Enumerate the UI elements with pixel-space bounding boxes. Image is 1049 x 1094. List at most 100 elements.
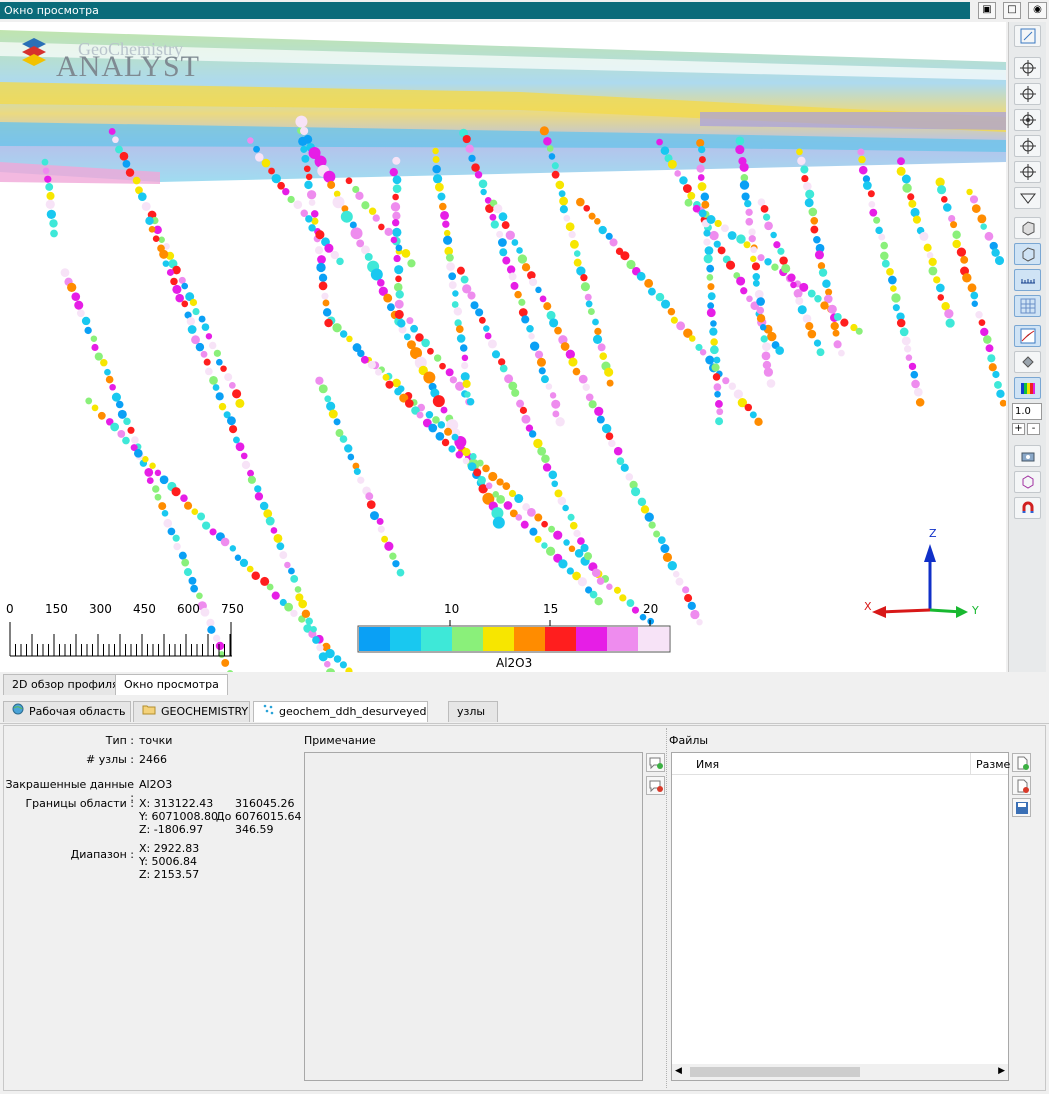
color-legend-button[interactable] (1014, 377, 1041, 399)
view-top-button[interactable] (1014, 57, 1041, 79)
sample-point (396, 568, 405, 577)
scale-bar-button[interactable] (1014, 269, 1041, 291)
axis-z-label: Z (929, 527, 937, 540)
grid-button[interactable] (1014, 295, 1041, 317)
notes-textarea[interactable] (304, 752, 643, 1081)
sample-point (661, 299, 671, 309)
sample-point (545, 383, 553, 390)
view-west-button[interactable] (1014, 161, 1041, 183)
sample-point (229, 425, 238, 434)
restore-button[interactable]: ▣ (978, 2, 996, 19)
sample-point (271, 591, 280, 600)
files-col-size[interactable]: Разме (976, 758, 1011, 771)
add-note-button[interactable] (646, 753, 665, 772)
sample-point (987, 354, 996, 363)
tab-2d-profile[interactable]: 2D обзор профиля (3, 674, 128, 695)
sample-point (389, 167, 398, 177)
files-list[interactable]: Имя Разме ◀ ▶ (671, 752, 1011, 1081)
hide-button[interactable]: ◉ (1028, 2, 1047, 19)
tab-dataset-label: geochem_ddh_desurveyed (279, 705, 427, 718)
sample-point (404, 399, 414, 408)
scroll-left-icon[interactable]: ◀ (675, 1066, 682, 1076)
perspective-button[interactable] (1014, 217, 1041, 239)
files-hscrollbar[interactable]: ◀ ▶ (672, 1064, 1008, 1080)
sample-point (310, 626, 317, 633)
crosshair-icon (1019, 86, 1036, 102)
sample-point (49, 219, 58, 228)
sample-point (703, 229, 711, 237)
sample-point (178, 276, 186, 284)
sample-point (392, 193, 399, 201)
zoom-level-input[interactable]: 1.0 (1012, 403, 1042, 420)
sample-point (440, 210, 449, 220)
view-north-button[interactable] (1014, 83, 1041, 105)
sample-point (221, 658, 230, 667)
sample-point (153, 225, 162, 235)
sample-point (670, 316, 678, 324)
sample-point (589, 590, 598, 599)
save-file-button[interactable] (1012, 798, 1031, 817)
sample-point (162, 260, 170, 267)
sample-point (541, 542, 548, 549)
sample-point (713, 356, 721, 364)
view-bottom-button[interactable] (1014, 187, 1041, 209)
files-col-name[interactable]: Имя (696, 758, 720, 771)
sample-point (154, 493, 162, 501)
remove-note-button[interactable] (646, 776, 665, 795)
sample-point (462, 379, 471, 388)
sample-point (152, 485, 160, 493)
sample-point (392, 175, 402, 185)
scroll-right-icon[interactable]: ▶ (998, 1066, 1005, 1076)
zoom-in-button[interactable]: + (1012, 423, 1025, 435)
scroll-thumb[interactable] (690, 1067, 860, 1077)
view-south-button[interactable] (1014, 135, 1041, 157)
sample-point (395, 244, 403, 252)
tab-geochemistry[interactable]: GEOCHEMISTRY (133, 701, 250, 722)
tab-nodes[interactable]: узлы (448, 701, 498, 722)
sample-point (808, 207, 818, 217)
tab-workspace[interactable]: Рабочая область (3, 701, 131, 722)
scene-canvas[interactable]: GeoChemistry ANALYST 0 150 300 450 600 7… (0, 22, 1006, 672)
sample-point (428, 423, 438, 433)
view-east-button[interactable] (1014, 109, 1041, 131)
zoom-extents-button[interactable] (1014, 25, 1041, 47)
sample-point (453, 307, 463, 316)
sample-point (322, 299, 330, 307)
maximize-button[interactable]: □ (1003, 2, 1021, 19)
sample-point (187, 325, 197, 334)
sample-point (527, 508, 536, 517)
shape-button[interactable] (1014, 471, 1041, 493)
screenshot-button[interactable] (1014, 445, 1041, 467)
sample-point (172, 284, 182, 294)
sample-point (496, 495, 506, 504)
snap-button[interactable] (1014, 497, 1041, 519)
crosshair-icon (1019, 138, 1036, 154)
sample-point (322, 308, 332, 317)
sample-point (591, 568, 601, 578)
sample-point (200, 607, 210, 617)
sample-point (551, 480, 559, 488)
3d-viewport[interactable]: GeoChemistry ANALYST 0 150 300 450 600 7… (0, 22, 1006, 672)
sample-point (462, 134, 471, 144)
sample-point (580, 282, 590, 292)
sample-point (578, 374, 588, 384)
add-file-button[interactable] (1012, 753, 1031, 772)
sample-point (181, 558, 190, 567)
remove-file-button[interactable] (1012, 776, 1031, 795)
sample-point (365, 492, 374, 501)
sample-point (223, 411, 231, 419)
bounding-box-button[interactable] (1014, 243, 1041, 265)
sample-point (905, 354, 913, 361)
sample-point (543, 302, 552, 311)
chart-button[interactable] (1014, 325, 1041, 347)
sample-point (745, 217, 754, 226)
tab-dataset[interactable]: geochem_ddh_desurveyed (253, 701, 428, 722)
sample-point (583, 204, 591, 212)
tab-3d-view[interactable]: Окно просмотра (115, 674, 228, 695)
sample-point (449, 376, 458, 384)
fill-button[interactable] (1014, 351, 1041, 373)
zoom-out-button[interactable]: - (1027, 423, 1040, 435)
sample-point (282, 188, 290, 196)
sample-point (705, 355, 715, 365)
sample-point (115, 145, 123, 154)
